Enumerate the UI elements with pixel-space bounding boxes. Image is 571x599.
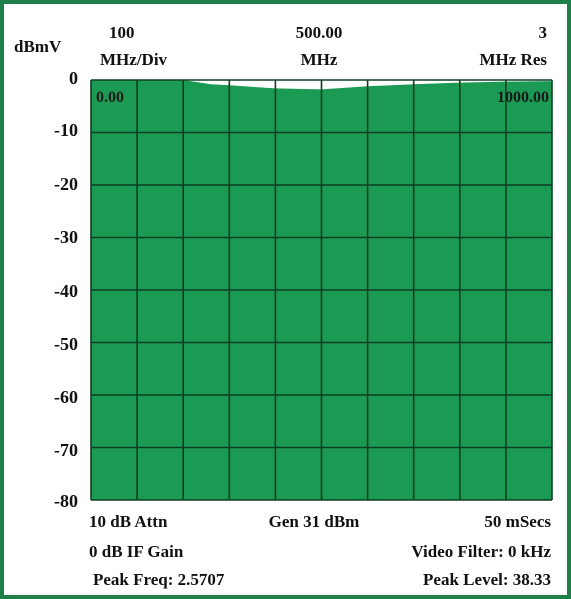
y-tick-label: -70	[54, 440, 78, 460]
peak-level-label: Peak Level: 38.33	[423, 570, 551, 589]
resolution-unit: MHz Res	[479, 50, 547, 69]
if-gain-label: 0 dB IF Gain	[89, 542, 184, 561]
y-tick-label: -50	[54, 334, 78, 354]
scale-unit: MHz/Div	[100, 50, 168, 69]
center-frequency-unit: MHz	[300, 50, 338, 69]
y-tick-label: -40	[54, 281, 78, 301]
y-tick-label: -60	[54, 387, 78, 407]
y-tick-label: -10	[54, 120, 78, 140]
resolution-value: 3	[538, 23, 548, 42]
y-tick-label: -80	[54, 491, 78, 511]
attenuation-label: 10 dB Attn	[89, 512, 168, 531]
generator-level-label: Gen 31 dBm	[268, 512, 360, 531]
y-axis: 0 -10 -20 -30 -40 -50 -60 -70 -80	[38, 0, 78, 599]
x-start-label: 0.00	[96, 89, 124, 106]
y-tick-label: 0	[69, 68, 78, 88]
scale-value: 100	[109, 23, 135, 42]
x-end-label: 1000.00	[497, 89, 549, 106]
y-tick-label: -30	[54, 227, 78, 247]
y-unit-label: dBmV	[14, 37, 62, 56]
video-filter-label: Video Filter: 0 kHz	[411, 542, 551, 561]
peak-frequency-label: Peak Freq: 2.5707	[93, 570, 225, 589]
y-tick-label: -20	[54, 174, 78, 194]
center-frequency-value: 500.00	[295, 23, 343, 42]
sweep-time-label: 50 mSecs	[484, 512, 551, 531]
